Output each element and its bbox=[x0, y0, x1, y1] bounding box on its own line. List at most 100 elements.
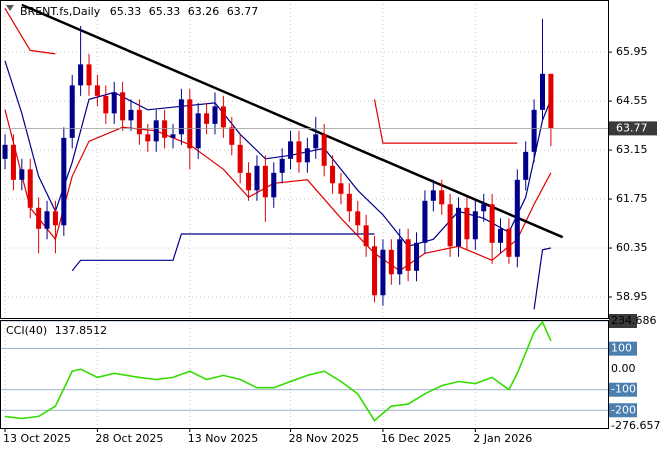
candle-body bbox=[128, 109, 134, 121]
candle-body bbox=[548, 73, 554, 129]
candle-body bbox=[204, 113, 210, 124]
candle-body bbox=[296, 141, 302, 163]
y-tick-label: 65.95 bbox=[616, 45, 648, 58]
axes: 65.95 64.55 63.15 61.75 60.35 58.95 13 Oct 202… bbox=[3, 45, 660, 445]
candle-body bbox=[94, 85, 100, 96]
y-tick-label: 100 bbox=[611, 342, 632, 355]
level-label-box bbox=[609, 314, 637, 328]
candle-body bbox=[103, 95, 109, 114]
candle-body bbox=[523, 151, 529, 180]
candle-body bbox=[2, 144, 8, 159]
candle-body bbox=[27, 169, 33, 208]
y-tick-label: -100 bbox=[611, 383, 636, 396]
candle-body bbox=[61, 137, 67, 226]
candle-body bbox=[481, 204, 487, 212]
open-value: 65.33 bbox=[110, 5, 142, 18]
cci-title: CCI(40) bbox=[6, 324, 47, 337]
candle-body bbox=[439, 190, 445, 205]
chart-title: BRENT.fs,Daily bbox=[20, 5, 101, 18]
indicator-line bbox=[4, 320, 552, 422]
candle-body bbox=[464, 207, 470, 240]
price-label: 63.77 bbox=[616, 121, 648, 134]
candle-body bbox=[111, 92, 117, 114]
x-tick-label: 13 Nov 2025 bbox=[188, 432, 258, 445]
candle-body bbox=[69, 85, 75, 138]
candle-body bbox=[472, 211, 478, 240]
candle-body bbox=[497, 228, 504, 243]
x-tick-label: 16 Dec 2025 bbox=[381, 432, 451, 445]
candle-body bbox=[271, 172, 277, 198]
price-label-box bbox=[609, 121, 657, 136]
candle-body bbox=[78, 64, 84, 86]
y-tick-label: 64.55 bbox=[616, 94, 648, 107]
low-value: 63.26 bbox=[188, 5, 220, 18]
indicator-line bbox=[4, 60, 552, 247]
candle-body bbox=[489, 204, 495, 243]
candle-body bbox=[178, 99, 184, 135]
candle-body bbox=[430, 190, 436, 201]
cci-value: 137.8512 bbox=[55, 324, 108, 337]
level-label-box bbox=[609, 403, 637, 418]
candle-body bbox=[313, 134, 319, 149]
high-value: 65.33 bbox=[149, 5, 181, 18]
candle-body bbox=[539, 73, 546, 110]
candle-body bbox=[346, 193, 352, 212]
candle-body bbox=[10, 144, 16, 180]
candle-body bbox=[288, 141, 294, 159]
y-tick-label: 61.75 bbox=[616, 192, 648, 205]
candle-body bbox=[262, 165, 268, 198]
candle-body bbox=[86, 64, 92, 86]
candle-body bbox=[506, 228, 512, 257]
candle-body bbox=[405, 239, 411, 271]
candle-body bbox=[36, 207, 42, 229]
candle-body bbox=[422, 200, 428, 243]
candle-body bbox=[380, 249, 386, 296]
candle-body bbox=[229, 127, 235, 145]
candle-body bbox=[372, 246, 378, 296]
level-label-box bbox=[609, 382, 637, 397]
y-tick-label: 58.95 bbox=[616, 290, 648, 303]
candle-body bbox=[397, 239, 403, 275]
candle-body bbox=[136, 109, 142, 135]
candle-body bbox=[19, 169, 25, 180]
candle-body bbox=[254, 165, 260, 191]
candle-body bbox=[162, 120, 168, 138]
level-label-box bbox=[609, 341, 637, 356]
y-tick-label: -200 bbox=[611, 403, 636, 416]
candle-body bbox=[170, 134, 176, 138]
candle-body bbox=[388, 249, 394, 275]
indicator-line bbox=[4, 8, 56, 55]
candle-body bbox=[531, 109, 537, 152]
candle-body bbox=[456, 207, 462, 247]
x-tick-label: 13 Oct 2025 bbox=[3, 432, 71, 445]
candle-body bbox=[363, 225, 369, 247]
candle-body bbox=[120, 92, 126, 121]
y-tick-label: 234.686 bbox=[611, 314, 657, 327]
close-value: 63.77 bbox=[227, 5, 259, 18]
candle-body bbox=[187, 99, 193, 149]
x-tick-label: 28 Oct 2025 bbox=[95, 432, 163, 445]
price-panel bbox=[0, 0, 609, 319]
candle-body bbox=[52, 211, 58, 226]
candle-body bbox=[145, 134, 151, 142]
candle-body bbox=[338, 183, 344, 194]
y-tick-label: 60.35 bbox=[616, 241, 648, 254]
candle-body bbox=[44, 211, 50, 229]
y-tick-label: 63.15 bbox=[616, 143, 648, 156]
candle-body bbox=[212, 106, 218, 124]
candle-body bbox=[321, 134, 327, 166]
candle-body bbox=[355, 211, 361, 226]
symbol-icon bbox=[6, 5, 14, 11]
candle-body bbox=[304, 148, 310, 163]
plot bbox=[0, 3, 608, 422]
candle-body bbox=[220, 106, 226, 128]
candle-body bbox=[279, 158, 285, 173]
candle-body bbox=[153, 120, 159, 142]
candle-body bbox=[447, 204, 453, 247]
cci-panel bbox=[0, 320, 609, 429]
indicator-line bbox=[71, 233, 375, 272]
candle-body bbox=[330, 165, 336, 184]
candle-body bbox=[414, 242, 420, 271]
